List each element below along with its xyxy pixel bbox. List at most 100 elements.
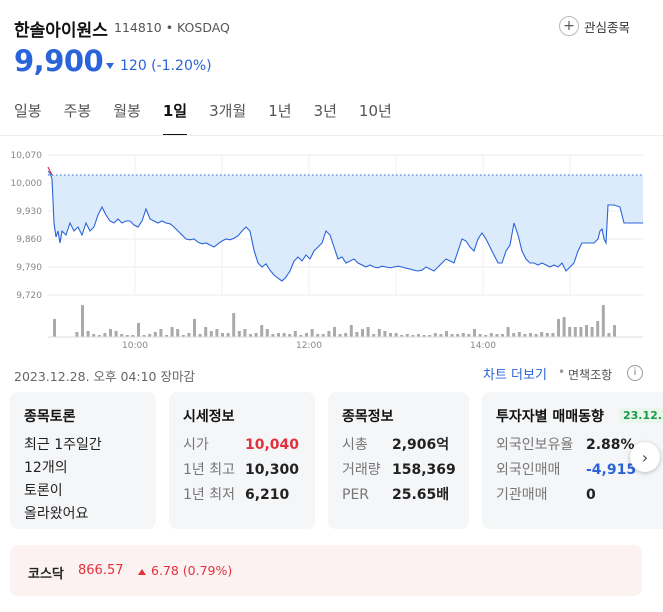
per-value: 25.65배	[392, 487, 450, 503]
volume-bar	[585, 325, 588, 337]
investor-card[interactable]: 투자자별 매매동향 23.12.28 외국인보유율 2.88% 외국인매매 -4,9…	[482, 392, 663, 529]
volume-bar	[355, 332, 359, 337]
volume-bar	[109, 329, 112, 337]
volume-bar	[512, 333, 516, 337]
volume-bar	[187, 333, 191, 337]
index-name: 코스닥	[28, 567, 64, 582]
quote-row-low: 1년 최저 6,210	[183, 484, 289, 504]
tab-3month[interactable]: 3개월	[209, 102, 247, 120]
volume-bar	[456, 334, 460, 337]
volume-bar	[400, 335, 404, 337]
volume-bar	[377, 329, 381, 337]
volume-bar	[277, 333, 280, 337]
volume-bar	[153, 332, 157, 337]
price-line-up	[47, 166, 53, 176]
volume-bar	[237, 331, 241, 337]
volume-bar	[506, 327, 510, 337]
volume-bar	[265, 329, 269, 337]
index-banner[interactable]: 코스닥 866.57 6.78 (0.79%)	[10, 545, 642, 596]
volume-bar	[489, 333, 493, 337]
volume-bar	[142, 335, 146, 337]
investor-row-foreign-ratio: 외국인보유율 2.88%	[496, 434, 635, 454]
volume-bar	[540, 332, 544, 337]
discussion-line: 최근 1주일간	[24, 437, 102, 453]
price-change: 120 (-1.20%)	[106, 58, 212, 74]
up-arrow-icon	[138, 568, 146, 575]
volume-bar	[411, 335, 415, 337]
info-icon[interactable]: i	[627, 365, 643, 381]
favorite-label: 관심종목	[583, 19, 630, 35]
volume-bar	[495, 334, 499, 337]
tab-1day[interactable]: 1일	[162, 98, 188, 136]
intraday-chart[interactable]: 10,070 10,000 9,930 9,860 9,790 9,720 10:00 12:…	[0, 140, 663, 355]
volume-bar	[209, 331, 213, 337]
volume-bar	[366, 327, 370, 337]
volume-bar	[243, 329, 247, 337]
discussion-card[interactable]: 종목토론 최근 1주일간 12개의 토론이 올라왔어요	[10, 392, 156, 529]
volume-bar	[103, 333, 107, 337]
volume-bar	[439, 334, 443, 337]
tab-1year[interactable]: 1년	[268, 102, 292, 120]
tab-3year[interactable]: 3년	[313, 102, 337, 120]
volume-bar	[232, 313, 236, 337]
tab-weekly[interactable]: 주봉	[63, 102, 92, 120]
y-tick-label: 9,930	[16, 207, 42, 217]
tab-daily[interactable]: 일봉	[14, 102, 42, 120]
quote-card[interactable]: 시세정보 시가 10,040 1년 최고 10,300 1년 최저 6,210	[169, 392, 315, 529]
chevron-right-icon: ›	[641, 447, 649, 467]
disclaimer-link[interactable]: 면책조항	[568, 368, 613, 382]
discussion-title: 종목토론	[24, 409, 76, 425]
volume-bar	[333, 327, 336, 337]
price-line	[47, 170, 643, 282]
stock-header: 한솔아이원스 114810 • KOSDAQ + 관심종목 9,900 120 …	[14, 14, 654, 94]
volume-bar	[181, 335, 185, 337]
next-card-button[interactable]: ›	[630, 442, 660, 472]
marketcap-label: 시총	[342, 437, 368, 453]
volume-bar	[310, 329, 314, 337]
volume-bar	[467, 334, 471, 337]
volume-bar	[249, 334, 252, 337]
volume-bar	[344, 333, 348, 337]
volume-bar	[484, 335, 488, 337]
volume-bar	[215, 329, 219, 337]
add-favorite-button[interactable]: + 관심종목	[558, 16, 630, 36]
volume-bar	[529, 333, 532, 337]
volume-bar	[120, 334, 124, 337]
tab-10year[interactable]: 10년	[358, 102, 392, 120]
volume-bar	[92, 334, 96, 337]
volume-bar	[383, 331, 387, 337]
volume-bar	[445, 331, 448, 337]
volume-bar	[193, 319, 196, 337]
volume-bar	[53, 319, 56, 337]
volume-bar	[131, 335, 135, 337]
down-arrow-icon	[106, 63, 114, 69]
open-value: 10,040	[245, 437, 300, 453]
volume-bar	[327, 331, 331, 337]
volume-bar	[372, 334, 376, 337]
volume-bar	[545, 333, 549, 337]
y-tick-label: 10,070	[11, 151, 43, 161]
discussion-line: 올라왔어요	[24, 506, 89, 522]
more-chart-link[interactable]: 차트 더보기	[483, 368, 547, 383]
quote-row-high: 1년 최고 10,300	[183, 459, 299, 479]
x-tick-label: 10:00	[122, 341, 148, 351]
marketcap-value: 2,906억	[392, 437, 450, 453]
volume-bar	[293, 331, 297, 337]
volume-label: 거래량	[342, 462, 381, 478]
stock-info-card[interactable]: 종목정보 시총 2,906억 거래량 158,369 PER 25.65배	[328, 392, 469, 529]
year-low-label: 1년 최저	[183, 487, 235, 503]
discussion-line: 토론이	[24, 483, 63, 499]
stock-info-title: 종목정보	[342, 409, 394, 425]
volume-bar	[198, 334, 202, 337]
foreign-ratio-label: 외국인보유율	[496, 437, 574, 453]
index-change: 6.78 (0.79%)	[138, 563, 232, 578]
volume-bar	[607, 333, 611, 337]
volume-bar	[601, 305, 605, 337]
tab-monthly[interactable]: 월봉	[113, 102, 141, 120]
stock-code: 114810 • KOSDAQ	[114, 20, 230, 35]
volume-bar	[613, 325, 616, 337]
stockinfo-row-marketcap: 시총 2,906억	[342, 434, 449, 454]
investor-date-badge: 23.12.28	[619, 408, 663, 423]
volume-bar	[450, 334, 454, 337]
volume-bar	[590, 327, 594, 337]
